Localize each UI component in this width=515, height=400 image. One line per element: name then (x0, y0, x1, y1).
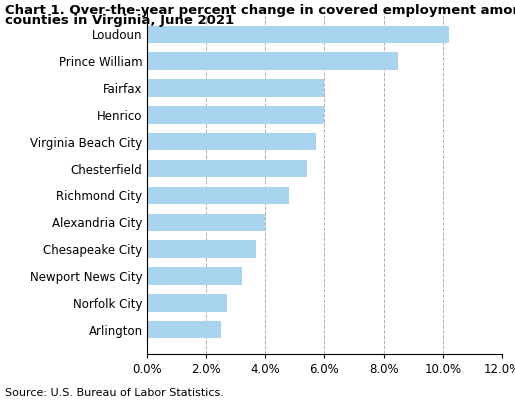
Text: Chart 1. Over-the-year percent change in covered employment among the largest: Chart 1. Over-the-year percent change in… (5, 4, 515, 17)
Bar (147, 26, 449, 43)
Bar (147, 79, 324, 97)
Bar (147, 321, 221, 338)
Bar (147, 52, 399, 70)
Bar (147, 240, 256, 258)
Bar (147, 160, 307, 177)
Bar (147, 187, 289, 204)
Text: Source: U.S. Bureau of Labor Statistics.: Source: U.S. Bureau of Labor Statistics. (5, 388, 224, 398)
Bar (147, 214, 265, 231)
Bar (147, 267, 242, 285)
Bar (147, 133, 316, 150)
Text: counties in Virginia, June 2021: counties in Virginia, June 2021 (5, 14, 234, 27)
Bar (147, 106, 324, 124)
Bar (147, 294, 227, 312)
